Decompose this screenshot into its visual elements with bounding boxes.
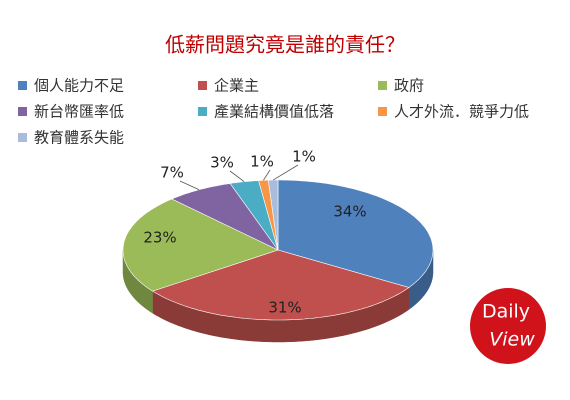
logo-text: View	[489, 329, 535, 351]
value-label: 7%	[160, 164, 184, 182]
logo-text: Daily	[482, 301, 530, 323]
legend-swatch	[18, 133, 27, 142]
slice	[151, 249, 410, 321]
value-label: 34%	[333, 203, 366, 221]
leader-line	[272, 164, 299, 181]
legend-label: 個人能力不足	[34, 77, 124, 95]
legend-swatch	[378, 107, 387, 116]
legend-label: 企業主	[214, 77, 259, 95]
leader-line	[229, 170, 245, 183]
value-label: 1%	[250, 153, 274, 171]
legend-swatch	[18, 81, 27, 90]
legend-swatch	[18, 107, 27, 116]
legend-label: 人才外流．競爭力低	[394, 103, 529, 121]
value-label: 31%	[268, 299, 301, 317]
legend-swatch	[198, 81, 207, 90]
leader-line	[179, 180, 200, 191]
chart-title: 低薪問題究竟是誰的責任？	[165, 33, 405, 57]
value-label: 23%	[143, 229, 176, 247]
slice	[277, 179, 434, 288]
leader-line	[263, 169, 271, 181]
slice	[122, 198, 279, 292]
legend-swatch	[378, 81, 387, 90]
legend-label: 教育體系失能	[34, 129, 124, 147]
legend-label: 產業結構價值低落	[214, 103, 334, 121]
slice	[229, 180, 279, 251]
legend-label: 政府	[394, 77, 424, 95]
pie-tops	[122, 179, 434, 321]
legend-label: 新台幣匯率低	[34, 103, 124, 121]
value-label: 3%	[210, 154, 234, 172]
slice	[267, 179, 279, 251]
legend-swatch	[198, 107, 207, 116]
value-label: 1%	[292, 148, 316, 166]
logo-circle	[470, 288, 546, 364]
logo: Daily View	[470, 288, 546, 364]
